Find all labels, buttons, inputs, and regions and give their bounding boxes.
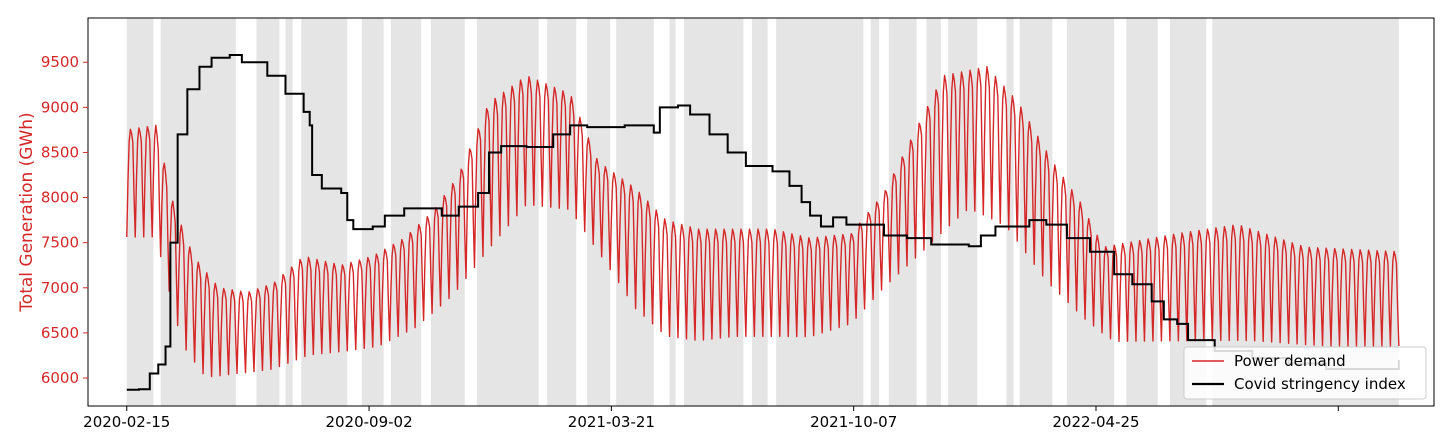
shaded-period bbox=[390, 18, 422, 406]
shaded-period bbox=[301, 18, 348, 406]
shaded-period bbox=[751, 18, 768, 406]
shaded-period bbox=[587, 18, 611, 406]
y-tick-label: 8500 bbox=[41, 143, 79, 161]
y-tick-label: 9000 bbox=[41, 98, 79, 116]
covid-stringency-line bbox=[126, 54, 1400, 391]
x-tick-label: 2020-02-15 bbox=[83, 413, 170, 431]
shaded-period bbox=[684, 18, 744, 406]
x-tick-label: 2021-03-21 bbox=[568, 413, 655, 431]
shaded-period bbox=[285, 18, 293, 406]
shaded-period bbox=[669, 18, 676, 406]
shaded-period bbox=[547, 18, 577, 406]
x-tick-label: 2021-10-07 bbox=[810, 413, 897, 431]
shaded-period bbox=[776, 18, 864, 406]
series-lines bbox=[126, 54, 1400, 391]
legend: Power demand Covid stringency index bbox=[1183, 346, 1427, 400]
shaded-period bbox=[160, 18, 236, 406]
shaded-period bbox=[256, 18, 280, 406]
y-tick-label: 6500 bbox=[41, 324, 79, 342]
shaded-period bbox=[616, 18, 654, 406]
y-tick-label: 7500 bbox=[41, 234, 79, 252]
shaded-period bbox=[888, 18, 917, 406]
power-demand-line bbox=[126, 66, 1400, 378]
shaded-period bbox=[361, 18, 384, 406]
y-tick-label: 8000 bbox=[41, 189, 79, 207]
shaded-periods bbox=[126, 18, 1399, 406]
shaded-period bbox=[126, 18, 154, 406]
y-tick-label: 6000 bbox=[41, 369, 79, 387]
axes: 6000 6500 7000 7500 8000 8500 9000 9500 2020-02-… bbox=[17, 17, 1435, 431]
x-tick-label: 2020-09-02 bbox=[325, 413, 412, 431]
shaded-period bbox=[926, 18, 941, 406]
x-tick-label: 2022-04-25 bbox=[1052, 413, 1139, 431]
legend-box bbox=[1183, 346, 1427, 400]
legend-label: Power demand bbox=[1234, 352, 1346, 370]
legend-label: Covid stringency index bbox=[1234, 375, 1406, 393]
y-tick-label: 9500 bbox=[41, 53, 79, 71]
y-axis-label: Total Generation (GWh) bbox=[17, 112, 37, 312]
shaded-period bbox=[1006, 18, 1014, 406]
shaded-period bbox=[1169, 18, 1207, 406]
shaded-period bbox=[1126, 18, 1158, 406]
shaded-period bbox=[870, 18, 880, 406]
y-tick-label: 7000 bbox=[41, 279, 79, 297]
plot-frame bbox=[87, 17, 1435, 407]
